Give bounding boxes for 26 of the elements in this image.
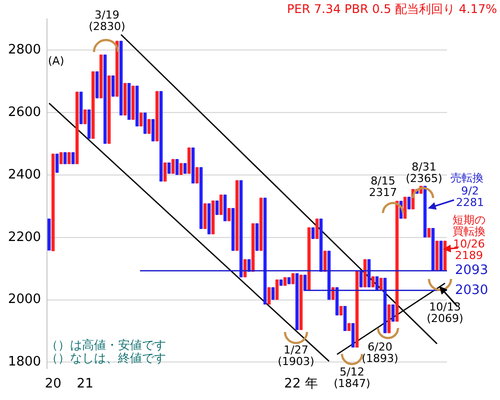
- annotation: 8/15 2317: [369, 174, 397, 199]
- ref-line-label: 2093: [455, 263, 488, 278]
- chart-title: PER 7.34 PBR 0.5 配当利回り 4.17%: [287, 2, 497, 16]
- annotation: 5/12 (1847): [334, 365, 370, 390]
- x-tick-label: 20: [44, 376, 62, 392]
- text: 短期の買転換: [452, 213, 486, 238]
- y-tick-label: 2600: [8, 104, 42, 120]
- annotation: 10/13 (2069): [426, 300, 464, 325]
- y-tick-label: 2800: [8, 42, 42, 58]
- ref-line-label: 2030: [455, 282, 488, 298]
- x-tick-label: 22 年: [284, 376, 318, 392]
- text: 9/2 2281: [456, 184, 484, 209]
- annotation: 1/27 (1903): [278, 343, 314, 368]
- annotation: 8/31 (2365): [406, 160, 442, 185]
- y-tick-label: 2000: [8, 292, 42, 308]
- annotation: 6/20 (1893): [362, 340, 398, 365]
- annotation: （）は高値・安値です: [46, 338, 166, 352]
- annotation: (A): [48, 54, 64, 68]
- x-tick-label: 21: [76, 376, 94, 392]
- y-tick-label: 2400: [8, 167, 42, 182]
- annotation: 3/19 (2830): [88, 8, 126, 33]
- text: 10/26 2189: [453, 237, 485, 262]
- text: 売転換: [450, 171, 484, 184]
- y-tick-label: 1800: [8, 354, 42, 370]
- y-tick-label: 2200: [8, 230, 42, 245]
- annotation: （）なしは、終値です: [46, 351, 166, 366]
